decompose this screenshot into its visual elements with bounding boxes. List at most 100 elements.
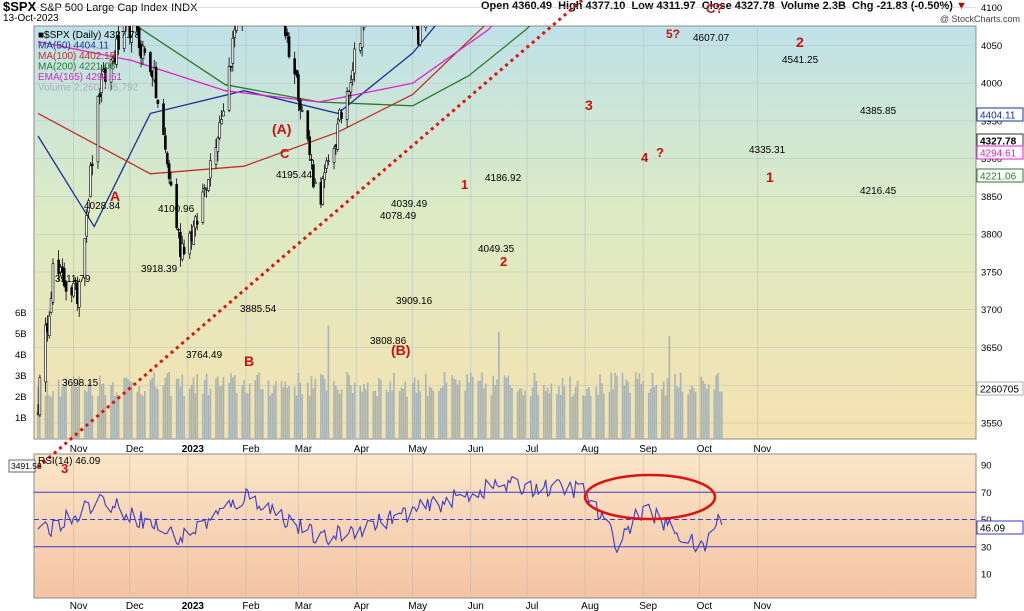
- volume-bar: [484, 383, 487, 439]
- x-tick-label-bottom: May: [408, 601, 427, 611]
- candle-body: [412, 9, 414, 20]
- volume-bar: [479, 380, 481, 439]
- volume-bar: [694, 391, 697, 439]
- volume-bar: [419, 391, 421, 439]
- volume-tick-label: 1B: [15, 413, 27, 424]
- volume-bar: [170, 396, 172, 439]
- volume-bar: [432, 390, 435, 439]
- candle-body: [209, 160, 212, 179]
- volume-bar: [642, 380, 644, 439]
- volume-bar: [271, 392, 273, 439]
- candle-body: [175, 184, 178, 229]
- volume-bar: [651, 372, 654, 439]
- candle-body: [89, 165, 92, 197]
- candle-body: [127, 11, 129, 12]
- volume-bar: [689, 389, 691, 439]
- candle-body: [201, 191, 205, 223]
- y-tick-label: 4000: [981, 79, 1002, 90]
- price-annotation: 4335.31: [749, 145, 786, 156]
- x-tick-label: Nov: [70, 444, 88, 455]
- volume-bar: [179, 386, 182, 439]
- candle-body: [349, 82, 353, 93]
- candle-body: [216, 137, 220, 153]
- candle-body: [406, 0, 408, 10]
- volume-bar: [636, 379, 639, 439]
- volume-bar: [664, 395, 667, 439]
- candle-body: [169, 181, 173, 186]
- volume-bar: [413, 377, 416, 439]
- candle-body: [365, 6, 367, 12]
- volume-bar: [438, 390, 440, 439]
- right-value-tag-text: 4327.78: [980, 137, 1017, 148]
- right-value-tag: [976, 145, 1024, 160]
- volume-bar: [466, 373, 468, 439]
- moving-average-line: [135, 26, 531, 107]
- x-tick-label: Jun: [468, 444, 484, 455]
- volume-bar: [157, 389, 159, 439]
- volume-bar: [125, 377, 127, 439]
- candle-body: [143, 48, 147, 53]
- volume-bar: [325, 390, 328, 439]
- volume-bar: [142, 395, 144, 439]
- x-tick-label-bottom: Oct: [697, 601, 713, 611]
- candle-body: [241, 0, 243, 23]
- candle-body: [74, 279, 77, 282]
- candle-body: [104, 67, 107, 82]
- volume-bar: [256, 374, 258, 439]
- legend-entry: Volume 2,260,705,792: [38, 83, 139, 94]
- volume-bar: [89, 379, 92, 439]
- volume-bar: [202, 394, 204, 439]
- volume-bar: [677, 387, 680, 439]
- volume-bar: [363, 384, 365, 439]
- volume-bar: [333, 381, 335, 439]
- candle-body: [345, 91, 349, 120]
- candle-body: [177, 228, 180, 231]
- volume-bar: [691, 385, 693, 439]
- candle-body: [308, 136, 311, 156]
- volume-bar: [417, 379, 420, 439]
- volume-bar: [286, 387, 288, 439]
- volume-bar: [574, 387, 577, 439]
- volume-bar: [207, 395, 210, 439]
- price-annotation: 4385.85: [860, 106, 897, 117]
- volume-bar: [471, 376, 474, 439]
- wave-label: ?: [656, 145, 664, 160]
- volume-bar: [162, 385, 165, 439]
- volume-tick-label: 4B: [15, 350, 27, 361]
- volume-bar: [535, 380, 538, 439]
- volume-bar: [217, 376, 219, 439]
- candle-body: [325, 160, 328, 169]
- x-tick-label-bottom: 2023: [182, 601, 205, 611]
- candle-body: [207, 179, 210, 191]
- wave-label: 1: [766, 169, 774, 185]
- candle-body: [64, 281, 68, 292]
- volume-bar: [308, 395, 311, 439]
- volume-bar: [168, 372, 170, 439]
- volume-bar: [589, 395, 592, 439]
- candle-body: [362, 26, 366, 29]
- wave-label: C?: [706, 1, 723, 16]
- volume-bar: [440, 387, 442, 439]
- volume-bar: [215, 378, 217, 439]
- candle-body: [47, 315, 51, 336]
- chart-date: 13-Oct-2023: [3, 13, 59, 24]
- candle-body: [182, 246, 186, 254]
- rsi-tick-label: 90: [981, 461, 992, 472]
- volume-bar: [380, 379, 382, 439]
- wave-label: (A): [272, 121, 291, 137]
- right-value-tag: [976, 168, 1024, 183]
- price-annotation: 3885.54: [240, 304, 277, 315]
- volume-bar: [662, 381, 665, 439]
- price-annotation: 3911.79: [55, 274, 91, 285]
- volume-bar: [258, 372, 260, 439]
- volume-bar: [477, 380, 480, 439]
- candle-body: [164, 135, 167, 150]
- volume-bar: [550, 383, 553, 439]
- volume-bar: [608, 391, 611, 439]
- y-tick-label: 3950: [981, 116, 1002, 127]
- y-tick-label: 4050: [981, 41, 1002, 52]
- volume-bar: [588, 386, 590, 439]
- volume-bar: [490, 395, 493, 439]
- volume-bar: [599, 374, 601, 439]
